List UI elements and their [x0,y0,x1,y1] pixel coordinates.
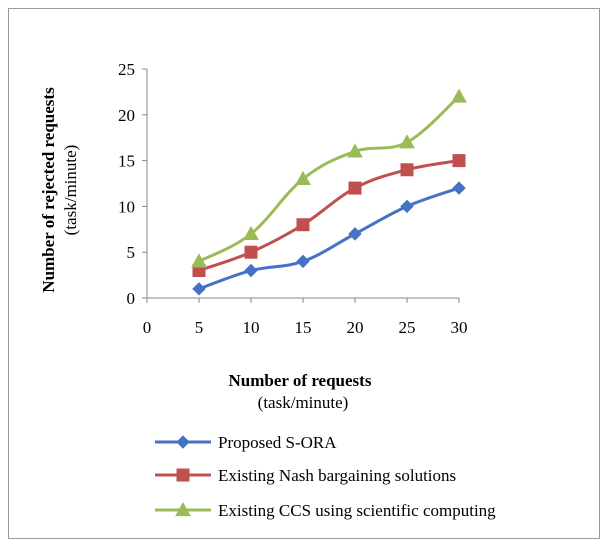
data-point [452,181,466,195]
data-point [451,88,467,103]
x-axis-title: Number of requests [229,371,372,390]
legend-marker [176,435,190,449]
x-tick-label: 15 [295,318,312,337]
x-tick-label: 10 [243,318,260,337]
data-point [348,227,362,241]
series-2 [192,154,466,278]
data-point [296,218,310,232]
legend-marker [176,468,190,482]
data-point [452,154,466,168]
series-line [198,159,460,272]
y-tick-label: 15 [118,152,135,171]
chart-frame [8,8,600,539]
y-axis-title: Number of rejected requests [39,87,58,293]
series-layer [191,88,467,296]
series-line [198,186,460,291]
legend-marker [175,501,191,517]
legend: Proposed S-ORA Existing Nash bargaining s… [155,433,496,520]
legend-item: Existing Nash bargaining solutions [155,466,456,485]
legend-label: Existing CCS using scientific computing [218,501,496,520]
y-tick-label: 20 [118,106,135,125]
x-tick-label: 30 [451,318,468,337]
data-point [348,181,362,195]
x-tick-label: 25 [399,318,416,337]
data-point [400,163,414,177]
y-axis-unit: (task/minute) [61,145,80,236]
legend-item: Existing CCS using scientific computing [155,501,496,520]
data-point [192,282,206,296]
x-axis-ticks: 0 5 10 15 20 25 30 [143,298,468,337]
data-point [244,245,258,259]
data-point [400,199,414,214]
y-tick-label: 25 [118,60,135,79]
data-point [191,253,207,268]
data-point [347,143,363,158]
data-point [244,263,258,278]
series-line [198,95,460,263]
data-point [399,134,415,149]
y-axis-ticks: 0 5 10 15 20 25 [118,60,147,308]
data-point [295,170,311,186]
x-tick-label: 20 [347,318,364,337]
legend-item: Proposed S-ORA [155,433,337,452]
legend-label: Existing Nash bargaining solutions [218,466,456,485]
x-tick-label: 0 [143,318,152,337]
y-tick-label: 5 [127,243,136,262]
x-tick-label: 5 [195,318,204,337]
series-3 [191,88,467,268]
series-1 [192,181,466,296]
legend-label: Proposed S-ORA [218,433,337,452]
data-point [296,254,310,269]
data-point [243,225,259,240]
y-tick-label: 10 [118,197,135,216]
x-axis-unit: (task/minute) [258,393,349,412]
y-tick-label: 0 [127,289,136,308]
